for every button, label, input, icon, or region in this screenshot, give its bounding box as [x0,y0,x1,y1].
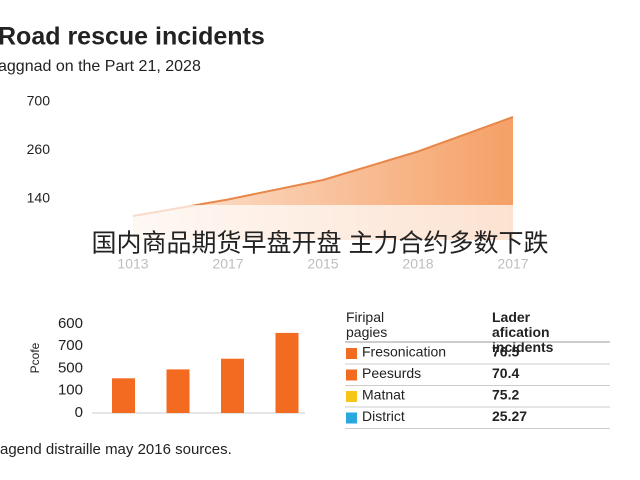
swatch [346,348,357,359]
header-word: Firipal [346,309,384,325]
row-value: 76.5 [492,344,519,360]
banner: 国内商品期货早盘开盘 主力合约多数下跌 [92,230,549,258]
swatch [346,412,357,424]
swatch [346,369,357,381]
footnote: agend distraille may 2016 sources. [0,441,232,458]
row-label: District [362,408,405,424]
y-axis-label: Pcofe [28,342,42,373]
bar [112,378,135,413]
title: Road rescue incidents [0,23,265,51]
y-tick-label: 100 [58,382,83,399]
bar [166,369,190,413]
row-label: Fresonication [362,344,446,360]
y-tick-label: 600 [58,315,83,332]
y-tick-label: 500 [58,359,83,376]
y-tick-label: 260 [27,141,51,157]
row-label: Matnat [362,387,405,403]
row-value: 70.4 [492,365,519,381]
y-tick-label: 700 [58,337,83,354]
bar [275,332,299,413]
row-value: 75.2 [492,387,519,403]
header-word: Lader [492,309,531,325]
banner-band [0,205,640,285]
y-tick-label: 0 [75,404,83,421]
table-header: Lader afication incidents [492,309,554,355]
y-tick-label: 140 [27,190,51,206]
subtitle: aggnad on the Part 21, 2028 [0,58,201,75]
bar [221,358,244,413]
table: Firipal pagies Lader afication incidents Fres… [345,309,610,429]
header-word: incidents [492,339,554,355]
row-value: 25.27 [492,408,527,424]
header-word: afication [492,324,550,340]
header-word: pagies [346,324,387,340]
swatch [346,391,357,402]
table-header: Firipal pagies [346,309,387,340]
y-tick-label: 700 [27,93,51,109]
row-label: Peesurds [362,365,421,381]
